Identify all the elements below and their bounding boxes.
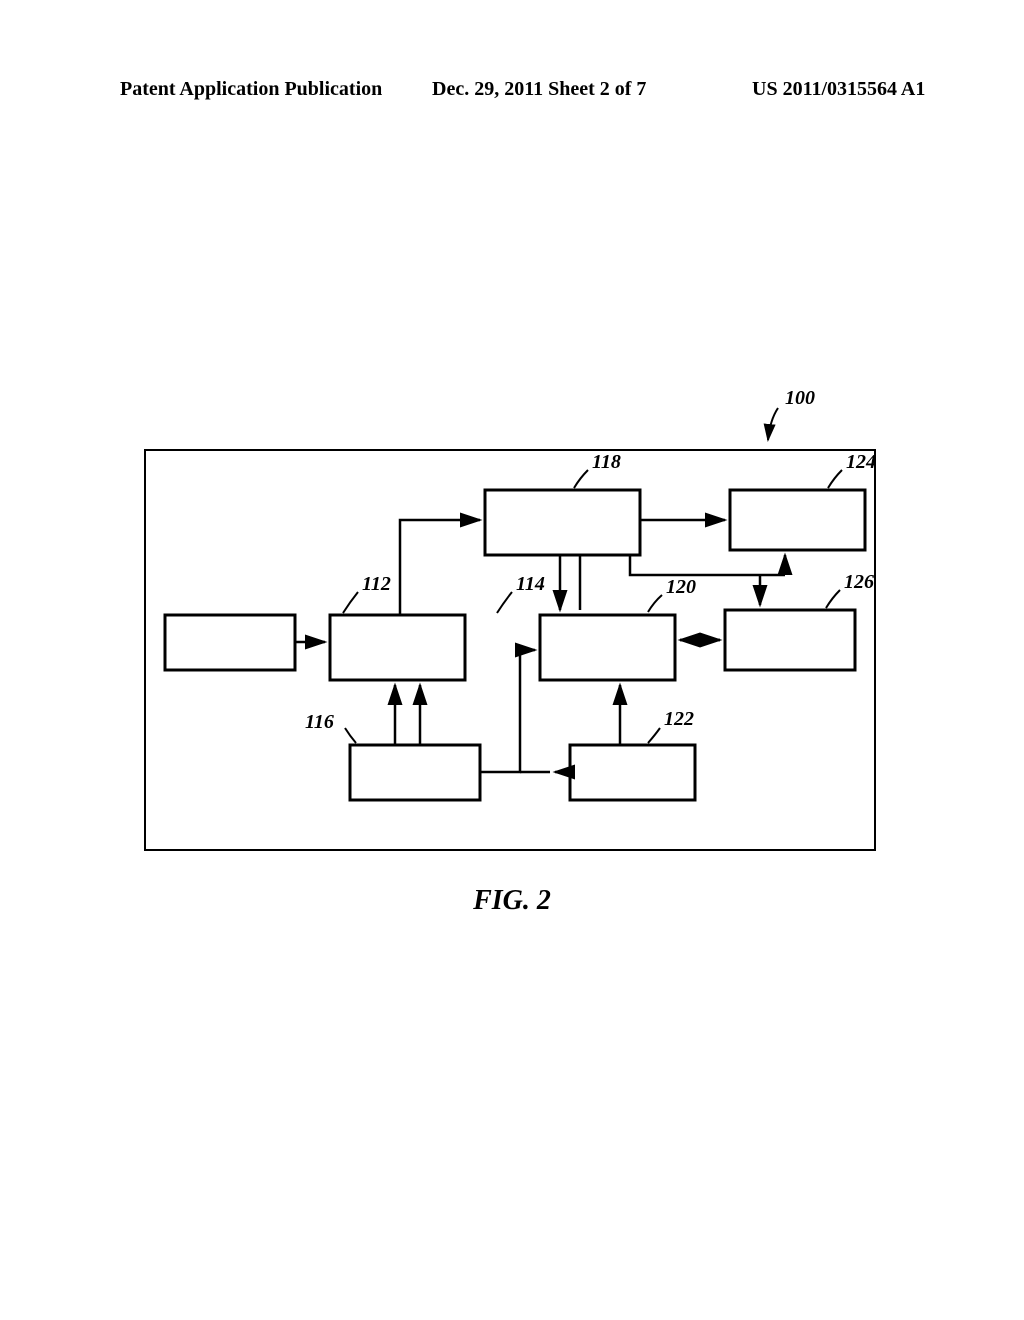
box-110 xyxy=(165,615,295,670)
leader-126 xyxy=(826,590,840,608)
page: Patent Application Publication Dec. 29, … xyxy=(0,0,1024,1320)
label-122: 122 xyxy=(664,708,694,730)
box-126 xyxy=(725,610,855,670)
header-center: Dec. 29, 2011 Sheet 2 of 7 xyxy=(432,78,646,101)
leader-122 xyxy=(648,728,660,743)
label-118: 118 xyxy=(592,451,621,473)
figure-area: 100 xyxy=(120,360,904,920)
box-118 xyxy=(485,490,640,555)
label-120: 120 xyxy=(666,576,696,598)
label-116: 116 xyxy=(305,711,334,733)
label-124: 124 xyxy=(846,451,876,473)
label-112: 112 xyxy=(362,573,391,595)
system-label-leader: 100 xyxy=(768,387,815,440)
connector-118-right xyxy=(630,555,785,575)
header-left: Patent Application Publication xyxy=(120,78,382,101)
leader-118 xyxy=(574,470,588,488)
box-124 xyxy=(730,490,865,550)
arrow-112-118 xyxy=(400,520,480,615)
header-right: US 2011/0315564 A1 xyxy=(752,78,925,101)
label-126: 126 xyxy=(844,571,874,593)
outer-box xyxy=(145,450,875,850)
leader-116 xyxy=(345,728,356,743)
box-116 xyxy=(350,745,480,800)
leader-112 xyxy=(343,592,358,613)
leader-114 xyxy=(497,592,512,613)
figure-caption: FIG. 2 xyxy=(120,885,904,917)
label-100: 100 xyxy=(785,387,815,409)
box-114-120 xyxy=(540,615,675,680)
label-114: 114 xyxy=(516,573,545,595)
leader-120 xyxy=(648,595,662,612)
box-112 xyxy=(330,615,465,680)
diagram-svg: 100 xyxy=(120,360,904,880)
arrow-116-120 xyxy=(480,650,535,772)
leader-124 xyxy=(828,470,842,488)
box-122 xyxy=(570,745,695,800)
